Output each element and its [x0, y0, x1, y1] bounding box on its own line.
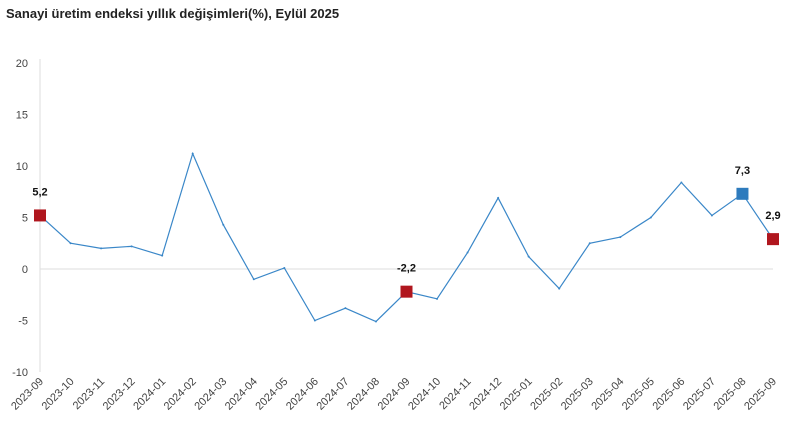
data-point [69, 242, 72, 245]
data-point [374, 320, 377, 323]
x-tick-label: 2024-07 [315, 376, 352, 413]
x-tick-label: 2025-01 [498, 376, 535, 413]
data-point [558, 287, 561, 290]
data-point [710, 214, 713, 217]
highlight-marker [400, 285, 413, 298]
data-point [283, 266, 286, 269]
x-tick-label: 2024-08 [345, 376, 382, 413]
data-point [466, 251, 469, 254]
data-point [191, 152, 194, 155]
x-tick-label: 2024-09 [376, 376, 413, 413]
highlight-marker [34, 209, 46, 222]
data-point [649, 216, 652, 219]
x-tick-label: 2025-06 [650, 376, 687, 413]
y-tick-label: 15 [16, 110, 28, 122]
data-point [344, 307, 347, 310]
x-tick-label: 2023-09 [9, 376, 46, 413]
x-tick-label: 2023-11 [71, 376, 107, 412]
x-tick-label: 2025-03 [559, 376, 596, 413]
x-tick-label: 2025-08 [712, 376, 749, 413]
chart-title: Sanayi üretim endeksi yıllık değişimleri… [6, 6, 340, 21]
x-tick-label: 2025-02 [528, 376, 565, 413]
data-point [161, 254, 164, 257]
x-tick-label: 2024-04 [223, 376, 260, 413]
data-point [436, 297, 439, 300]
x-tick-label: 2024-01 [131, 376, 168, 413]
data-point [680, 181, 683, 184]
data-point [588, 242, 591, 245]
data-point [100, 247, 103, 250]
x-tick-label: 2025-04 [589, 376, 626, 413]
y-tick-label: 10 [16, 161, 28, 173]
x-tick-label: 2024-05 [253, 376, 290, 413]
data-point [619, 236, 622, 239]
data-label: 2,9 [765, 210, 780, 222]
x-tick-label: 2024-10 [406, 376, 443, 413]
data-point [222, 223, 225, 226]
data-point [497, 196, 500, 199]
data-point [313, 319, 316, 322]
data-label: -2,2 [397, 263, 416, 275]
data-point [527, 255, 530, 258]
data-label: 5,2 [32, 186, 47, 198]
x-tick-label: 2025-07 [681, 376, 718, 413]
data-label: 7,3 [735, 165, 750, 177]
x-tick-label: 2023-10 [40, 376, 77, 413]
y-tick-label: 5 [22, 213, 28, 225]
x-tick-label: 2025-05 [620, 376, 657, 413]
x-tick-label: 2024-11 [437, 376, 473, 412]
y-tick-label: 20 [16, 58, 28, 70]
data-point [130, 245, 133, 248]
y-tick-label: -5 [18, 316, 28, 328]
x-tick-label: 2025-09 [742, 376, 779, 413]
x-tick-label: 2024-02 [162, 376, 199, 413]
x-tick-label: 2024-12 [467, 376, 504, 413]
x-tick-label: 2024-06 [284, 376, 321, 413]
highlight-marker [736, 187, 749, 200]
x-tick-label: 2024-03 [192, 376, 229, 413]
data-point [252, 278, 255, 281]
y-tick-label: -10 [12, 367, 28, 379]
highlight-marker [767, 233, 779, 246]
y-tick-label: 0 [22, 264, 28, 276]
x-tick-label: 2023-12 [101, 376, 138, 413]
